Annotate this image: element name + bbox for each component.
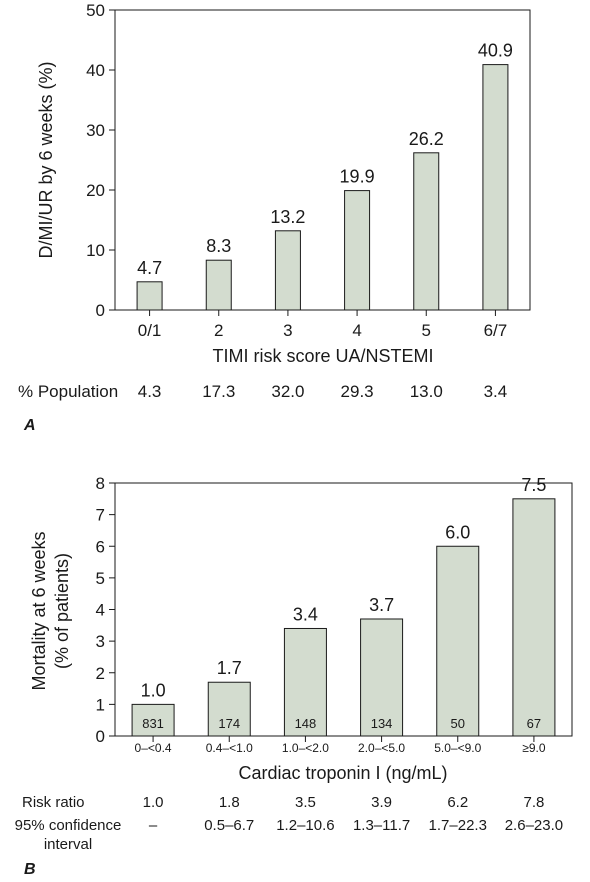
risk-ratio-value: 7.8 xyxy=(523,794,544,811)
x-tick-label: 0/1 xyxy=(138,321,162,340)
bar-value-label: 13.2 xyxy=(270,207,305,227)
bar-count-label: 831 xyxy=(142,716,164,731)
plot-frame xyxy=(114,9,531,311)
bar-count-label: 148 xyxy=(295,716,317,731)
bar-value-label: 6.0 xyxy=(445,522,470,542)
population-value: 4.3 xyxy=(138,382,162,401)
bar xyxy=(360,618,404,737)
chart-panel-b: 0123456781.08310–<0.41.0–1.71740.4–<1.01… xyxy=(15,474,573,878)
y-tick-label: 2 xyxy=(96,664,105,683)
bar-value-label: 1.7 xyxy=(217,658,242,678)
y-tick-label: 30 xyxy=(86,121,105,140)
y-tick-label: 50 xyxy=(86,1,105,20)
bar-count-label: 67 xyxy=(527,716,541,731)
bar-value-label: 7.5 xyxy=(521,475,546,495)
confidence-interval-value: – xyxy=(149,817,158,834)
bar-count-label: 50 xyxy=(451,716,465,731)
y-tick-label: 40 xyxy=(86,61,105,80)
bar-value-label: 26.2 xyxy=(409,129,444,149)
bar xyxy=(136,281,163,311)
x-tick-label: 4 xyxy=(352,321,361,340)
population-row-label: % Population xyxy=(18,382,118,401)
y-tick-label: 4 xyxy=(96,601,105,620)
x-tick-label: ≥9.0 xyxy=(522,741,546,755)
confidence-interval-value: 1.3–11.7 xyxy=(353,817,410,834)
bar-value-label: 1.0 xyxy=(141,680,166,700)
bar-value-label: 40.9 xyxy=(478,41,513,61)
panel-letter-b: B xyxy=(24,861,36,878)
y-tick-label: 0 xyxy=(96,301,105,320)
x-tick-label: 6/7 xyxy=(484,321,508,340)
y-axis-title-line-1: Mortality at 6 weeks xyxy=(29,531,49,690)
confidence-interval-value: 2.6–23.0 xyxy=(505,817,563,834)
y-axis-title-line-2: (% of patients) xyxy=(52,553,72,669)
population-value: 29.3 xyxy=(341,382,374,401)
population-value: 17.3 xyxy=(202,382,235,401)
y-tick-label: 1 xyxy=(96,695,105,714)
population-value: 13.0 xyxy=(410,382,443,401)
chart-panel-a: 0 10 20 30 40 50 4.7 0/1 4.3 8.3 2 17.3 13.2 3 32.0 19.… xyxy=(18,1,531,434)
x-tick-label: 0–<0.4 xyxy=(135,741,172,755)
x-axis-title: TIMI risk score UA/NSTEMI xyxy=(212,346,433,366)
x-tick-label: 1.0–<2.0 xyxy=(282,741,329,755)
risk-ratio-row-label: Risk ratio xyxy=(22,794,85,811)
bar xyxy=(131,703,175,737)
x-tick-label: 5.0–<9.0 xyxy=(434,741,481,755)
risk-ratio-value: 3.9 xyxy=(371,794,392,811)
plot-frame xyxy=(114,482,573,737)
confidence-interval-value: 1.2–10.6 xyxy=(276,817,334,834)
risk-ratio-value: 1.8 xyxy=(219,794,240,811)
bar-value-label: 19.9 xyxy=(340,167,375,187)
bar xyxy=(413,152,440,311)
y-tick-label: 7 xyxy=(96,506,105,525)
confidence-row-label-line-1: 95% confidence xyxy=(15,817,122,834)
x-axis-title: Cardiac troponin I (ng/mL) xyxy=(238,763,447,783)
y-tick-label: 20 xyxy=(86,181,105,200)
y-tick-label: 10 xyxy=(86,241,105,260)
bar xyxy=(274,230,301,311)
bar xyxy=(512,498,556,737)
confidence-interval-value: 0.5–6.7 xyxy=(204,817,254,834)
x-tick-label: 3 xyxy=(283,321,292,340)
y-tick-label: 3 xyxy=(96,632,105,651)
bar xyxy=(205,259,232,311)
confidence-interval-value: 1.7–22.3 xyxy=(429,817,487,834)
population-value: 3.4 xyxy=(484,382,508,401)
y-tick-label: 6 xyxy=(96,537,105,556)
bar-value-label: 8.3 xyxy=(206,236,231,256)
risk-ratio-value: 6.2 xyxy=(447,794,468,811)
y-tick-label: 8 xyxy=(96,474,105,493)
bar xyxy=(344,190,371,311)
bar xyxy=(482,64,509,311)
population-value: 32.0 xyxy=(271,382,304,401)
bar-value-label: 4.7 xyxy=(137,258,162,278)
y-axis-title: D/MI/UR by 6 weeks (%) xyxy=(36,61,56,258)
risk-ratio-value: 3.5 xyxy=(295,794,316,811)
bar xyxy=(283,627,327,737)
y-tick-label: 5 xyxy=(96,569,105,588)
confidence-row-label-line-2: interval xyxy=(44,836,92,853)
x-tick-label: 5 xyxy=(422,321,431,340)
x-tick-label: 2.0–<5.0 xyxy=(358,741,405,755)
bar-count-label: 134 xyxy=(371,716,393,731)
x-tick-label: 2 xyxy=(214,321,223,340)
bar-count-label: 174 xyxy=(218,716,240,731)
bar-value-label: 3.4 xyxy=(293,604,318,624)
y-tick-label: 0 xyxy=(96,727,105,746)
risk-ratio-value: 1.0 xyxy=(143,794,164,811)
panel-letter-a: A xyxy=(23,417,36,434)
bar xyxy=(436,545,480,737)
x-tick-label: 0.4–<1.0 xyxy=(206,741,253,755)
bar-value-label: 3.7 xyxy=(369,595,394,615)
